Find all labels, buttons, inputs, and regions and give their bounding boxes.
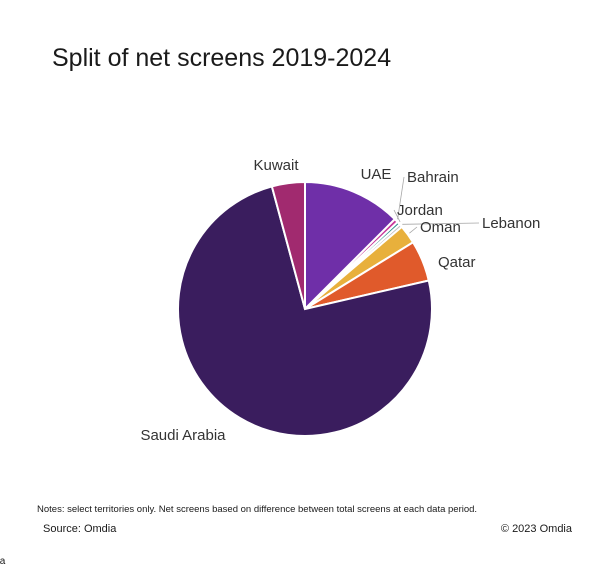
slice-label-lebanon: Lebanon — [482, 215, 540, 232]
slice-label-jordan: Jordan — [397, 202, 443, 219]
leader-line-oman — [409, 226, 418, 234]
source-credit: Source: Omdia — [43, 523, 117, 535]
slice-labels: UAE Bahrain Jordan Lebanon Oman Qatar Saudi Ar… — [140, 157, 540, 444]
slice-label-qatar: Qatar — [438, 254, 476, 271]
slice-label-saudi-arabia: Saudi Arabia — [140, 427, 226, 444]
cropped-text: dia — [0, 556, 6, 567]
leader-line-bahrain — [397, 176, 405, 220]
leader-line-jordan — [393, 209, 401, 223]
slice-label-uae: UAE — [361, 166, 392, 183]
chart-title: Split of net screens 2019-2024 — [52, 44, 392, 72]
leader-line-lebanon — [402, 222, 480, 225]
slice-label-kuwait: Kuwait — [253, 157, 299, 174]
pie-slices — [176, 180, 433, 437]
chart-notes: Notes: select territories only. Net scre… — [37, 504, 478, 515]
slice-label-oman: Oman — [420, 219, 461, 236]
pie-slice-uae — [304, 180, 397, 312]
slice-label-bahrain: Bahrain — [407, 169, 459, 186]
leader-lines — [393, 176, 480, 234]
pie-slice-kuwait — [270, 180, 306, 310]
copyright-notice: © 2023 Omdia — [500, 523, 572, 535]
pie-slice-saudi-arabia — [176, 185, 433, 437]
